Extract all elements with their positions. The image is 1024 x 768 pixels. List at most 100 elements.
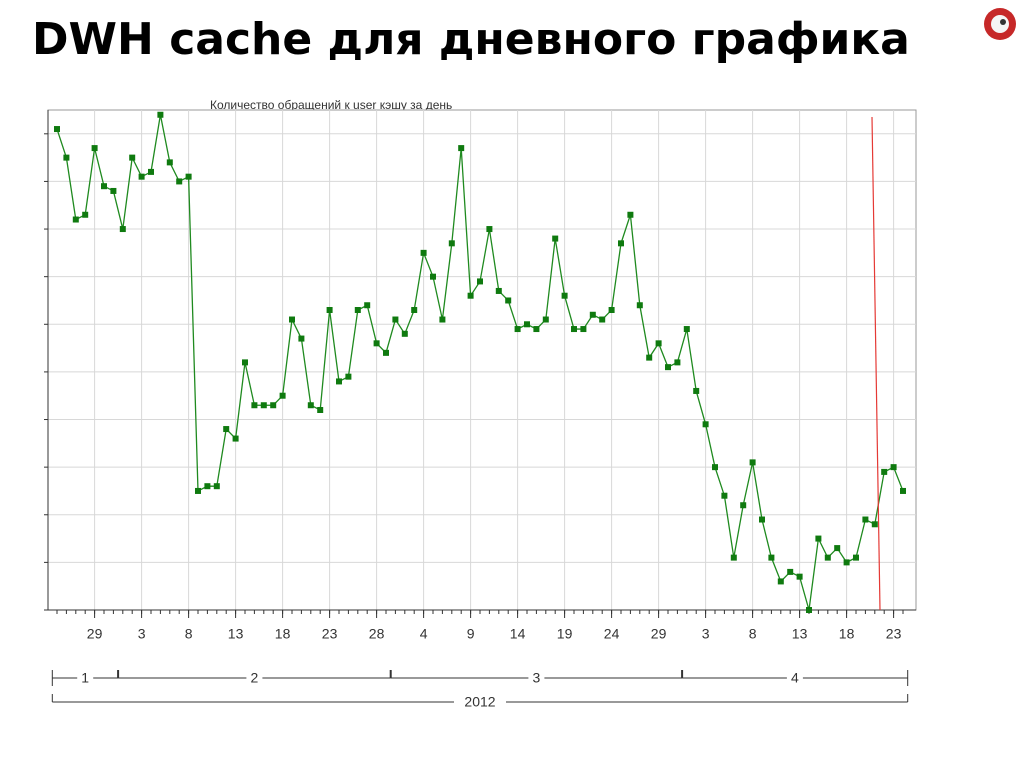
data-point <box>467 292 474 299</box>
data-point <box>693 387 700 394</box>
plot-area <box>47 109 917 611</box>
data-point <box>176 178 183 185</box>
data-point <box>843 559 850 566</box>
x-tick-label: 23 <box>322 626 338 642</box>
data-point <box>420 249 427 256</box>
x-tick-label: 29 <box>651 626 667 642</box>
x-tick-label: 3 <box>702 626 710 642</box>
data-point <box>505 297 512 304</box>
month-label: 3 <box>533 670 541 686</box>
data-point <box>608 307 615 313</box>
data-point <box>871 521 878 528</box>
data-point <box>354 307 361 313</box>
data-point <box>270 402 277 409</box>
data-point <box>561 292 568 299</box>
slide-title: DWH cache для дневного графика <box>32 14 910 65</box>
data-point <box>317 407 324 413</box>
data-point <box>853 554 859 561</box>
data-point <box>495 287 502 294</box>
data-point <box>683 326 690 333</box>
data-point <box>251 402 258 409</box>
data-point <box>571 326 577 333</box>
data-point <box>542 316 549 323</box>
month-label: 4 <box>791 670 799 686</box>
chart-title: Количество обращений к user кэшу за день <box>210 98 452 112</box>
label-bg <box>454 693 506 711</box>
data-point <box>298 335 305 342</box>
x-tick-label: 18 <box>839 626 855 642</box>
data-point <box>148 168 154 175</box>
data-point <box>289 316 295 323</box>
data-point <box>430 273 436 280</box>
data-point <box>326 307 333 313</box>
data-point <box>768 554 775 561</box>
data-point <box>787 568 794 575</box>
data-point <box>458 145 465 152</box>
data-point <box>213 483 220 490</box>
data-point <box>796 573 803 580</box>
data-point <box>834 545 841 552</box>
data-point <box>486 226 493 233</box>
data-point <box>824 554 831 561</box>
data-point <box>881 468 888 475</box>
logo <box>984 8 1016 40</box>
data-point <box>533 326 540 333</box>
data-point <box>890 464 897 471</box>
data-point <box>392 316 399 323</box>
month-label: 1 <box>81 670 89 686</box>
data-point <box>806 607 812 613</box>
data-point <box>101 183 107 190</box>
data-point <box>862 516 869 523</box>
data-point <box>448 240 455 247</box>
data-point <box>54 126 60 133</box>
x-tick-label: 13 <box>792 626 808 642</box>
data-point <box>373 340 380 347</box>
data-point <box>411 307 418 313</box>
month-label: 2 <box>251 670 259 686</box>
data-point <box>383 349 389 356</box>
data-point <box>185 173 192 180</box>
data-point <box>63 154 70 161</box>
x-tick-label: 28 <box>369 626 385 642</box>
data-point <box>599 316 606 323</box>
data-point <box>749 459 756 466</box>
x-tick-label: 14 <box>510 626 526 642</box>
data-point <box>665 364 671 371</box>
label-bg <box>246 669 263 687</box>
data-point <box>260 402 267 409</box>
x-tick-label: 18 <box>275 626 291 642</box>
data-point <box>166 159 173 166</box>
data-point <box>655 340 662 347</box>
x-tick-label: 9 <box>467 626 475 642</box>
data-point <box>580 326 587 333</box>
data-point <box>740 502 747 509</box>
data-point <box>730 554 737 561</box>
data-point <box>138 173 145 180</box>
data-point <box>477 278 483 285</box>
x-tick-label: 8 <box>749 626 757 642</box>
data-point <box>401 330 408 337</box>
data-point <box>91 145 98 152</box>
data-point <box>223 426 230 433</box>
label-bg <box>786 669 803 687</box>
data-point <box>72 216 79 223</box>
year-label: 2012 <box>464 694 495 710</box>
data-point <box>815 535 822 542</box>
data-point <box>232 435 239 442</box>
data-point <box>636 302 643 309</box>
x-tick-label: 13 <box>228 626 244 642</box>
data-point <box>110 187 117 194</box>
data-point <box>721 492 728 499</box>
data-point <box>242 359 248 366</box>
data-point <box>204 483 211 490</box>
x-tick-label: 19 <box>557 626 573 642</box>
data-point <box>439 316 446 323</box>
data-point <box>195 487 201 494</box>
data-point <box>702 421 709 428</box>
data-point <box>589 311 596 318</box>
label-bg <box>77 669 94 687</box>
data-point <box>279 392 286 399</box>
data-point <box>119 226 126 233</box>
data-point <box>759 516 765 523</box>
